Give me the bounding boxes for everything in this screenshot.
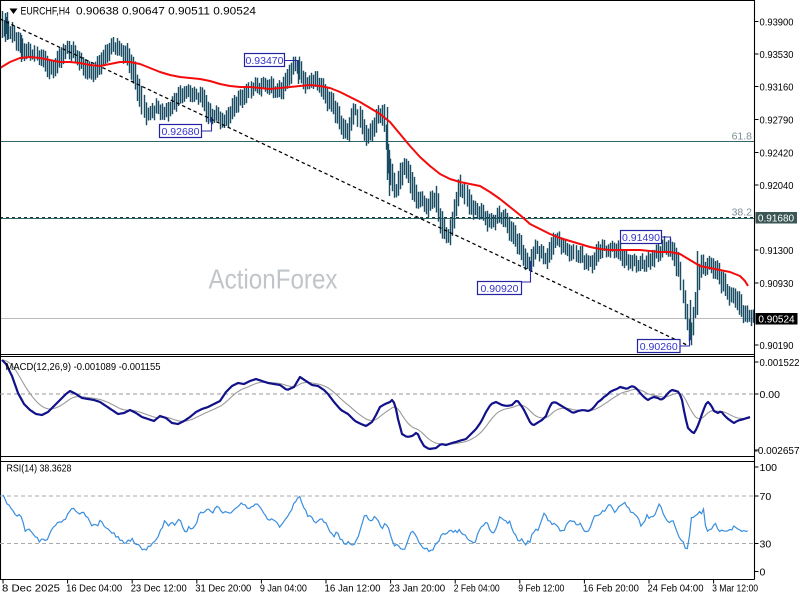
svg-text:0.93530: 0.93530 xyxy=(760,49,794,61)
svg-text:16 Jan 12:00: 16 Jan 12:00 xyxy=(325,583,381,595)
svg-text:0.92790: 0.92790 xyxy=(760,114,794,126)
svg-text:16 Feb 20:00: 16 Feb 20:00 xyxy=(583,583,639,595)
svg-text:9 Jan 04:00: 9 Jan 04:00 xyxy=(260,583,307,595)
svg-text:0.90930: 0.90930 xyxy=(760,278,794,290)
svg-text:23 Dec 12:00: 23 Dec 12:00 xyxy=(131,583,187,595)
svg-text:16 Dec 04:00: 16 Dec 04:00 xyxy=(66,583,122,595)
svg-text:0.92680: 0.92680 xyxy=(162,126,200,138)
svg-text:0.001522: 0.001522 xyxy=(760,357,800,369)
svg-text:ActionForex: ActionForex xyxy=(209,264,338,295)
svg-text:0.93900: 0.93900 xyxy=(760,16,794,28)
svg-text:8 Dec 2025: 8 Dec 2025 xyxy=(2,583,60,595)
svg-text:-0.002657: -0.002657 xyxy=(755,445,800,457)
svg-text:0.92420: 0.92420 xyxy=(760,147,794,159)
svg-text:9 Feb 12:00: 9 Feb 12:00 xyxy=(518,583,564,595)
svg-text:30: 30 xyxy=(760,538,772,550)
svg-text:0.90190: 0.90190 xyxy=(760,340,794,352)
svg-text:RSI(14) 38.3628: RSI(14) 38.3628 xyxy=(7,463,72,475)
svg-text:2 Feb 04:00: 2 Feb 04:00 xyxy=(454,583,500,595)
svg-text:38.2: 38.2 xyxy=(732,207,753,219)
svg-text:100: 100 xyxy=(760,462,778,474)
svg-text:0.91300: 0.91300 xyxy=(760,245,794,257)
svg-text:0: 0 xyxy=(760,566,766,578)
svg-text:0.90920: 0.90920 xyxy=(481,283,519,295)
svg-text:0.91680: 0.91680 xyxy=(758,213,795,224)
svg-text:0.92040: 0.92040 xyxy=(760,180,794,192)
svg-text:0.93470: 0.93470 xyxy=(246,55,284,67)
svg-text:23 Jan 20:00: 23 Jan 20:00 xyxy=(389,583,445,595)
svg-text:0.90524: 0.90524 xyxy=(758,314,795,325)
svg-text:0.00: 0.00 xyxy=(760,389,781,401)
svg-text:0.91490: 0.91490 xyxy=(622,232,660,244)
svg-text:61.8: 61.8 xyxy=(732,131,753,143)
svg-text:24 Feb 04:00: 24 Feb 04:00 xyxy=(648,583,704,595)
svg-text:EURCHF,H4: EURCHF,H4 xyxy=(21,6,71,18)
svg-text:MACD(12,26,9) -0.001089 -0.001: MACD(12,26,9) -0.001089 -0.001155 xyxy=(6,361,161,373)
svg-text:0.90260: 0.90260 xyxy=(640,341,678,353)
svg-text:0.90638 0.90647 0.90511 0.9052: 0.90638 0.90647 0.90511 0.90524 xyxy=(76,6,256,18)
svg-text:3 Mar 12:00: 3 Mar 12:00 xyxy=(712,583,758,595)
svg-text:70: 70 xyxy=(760,491,772,503)
svg-text:0.93160: 0.93160 xyxy=(760,81,794,93)
svg-text:31 Dec 20:00: 31 Dec 20:00 xyxy=(195,583,251,595)
